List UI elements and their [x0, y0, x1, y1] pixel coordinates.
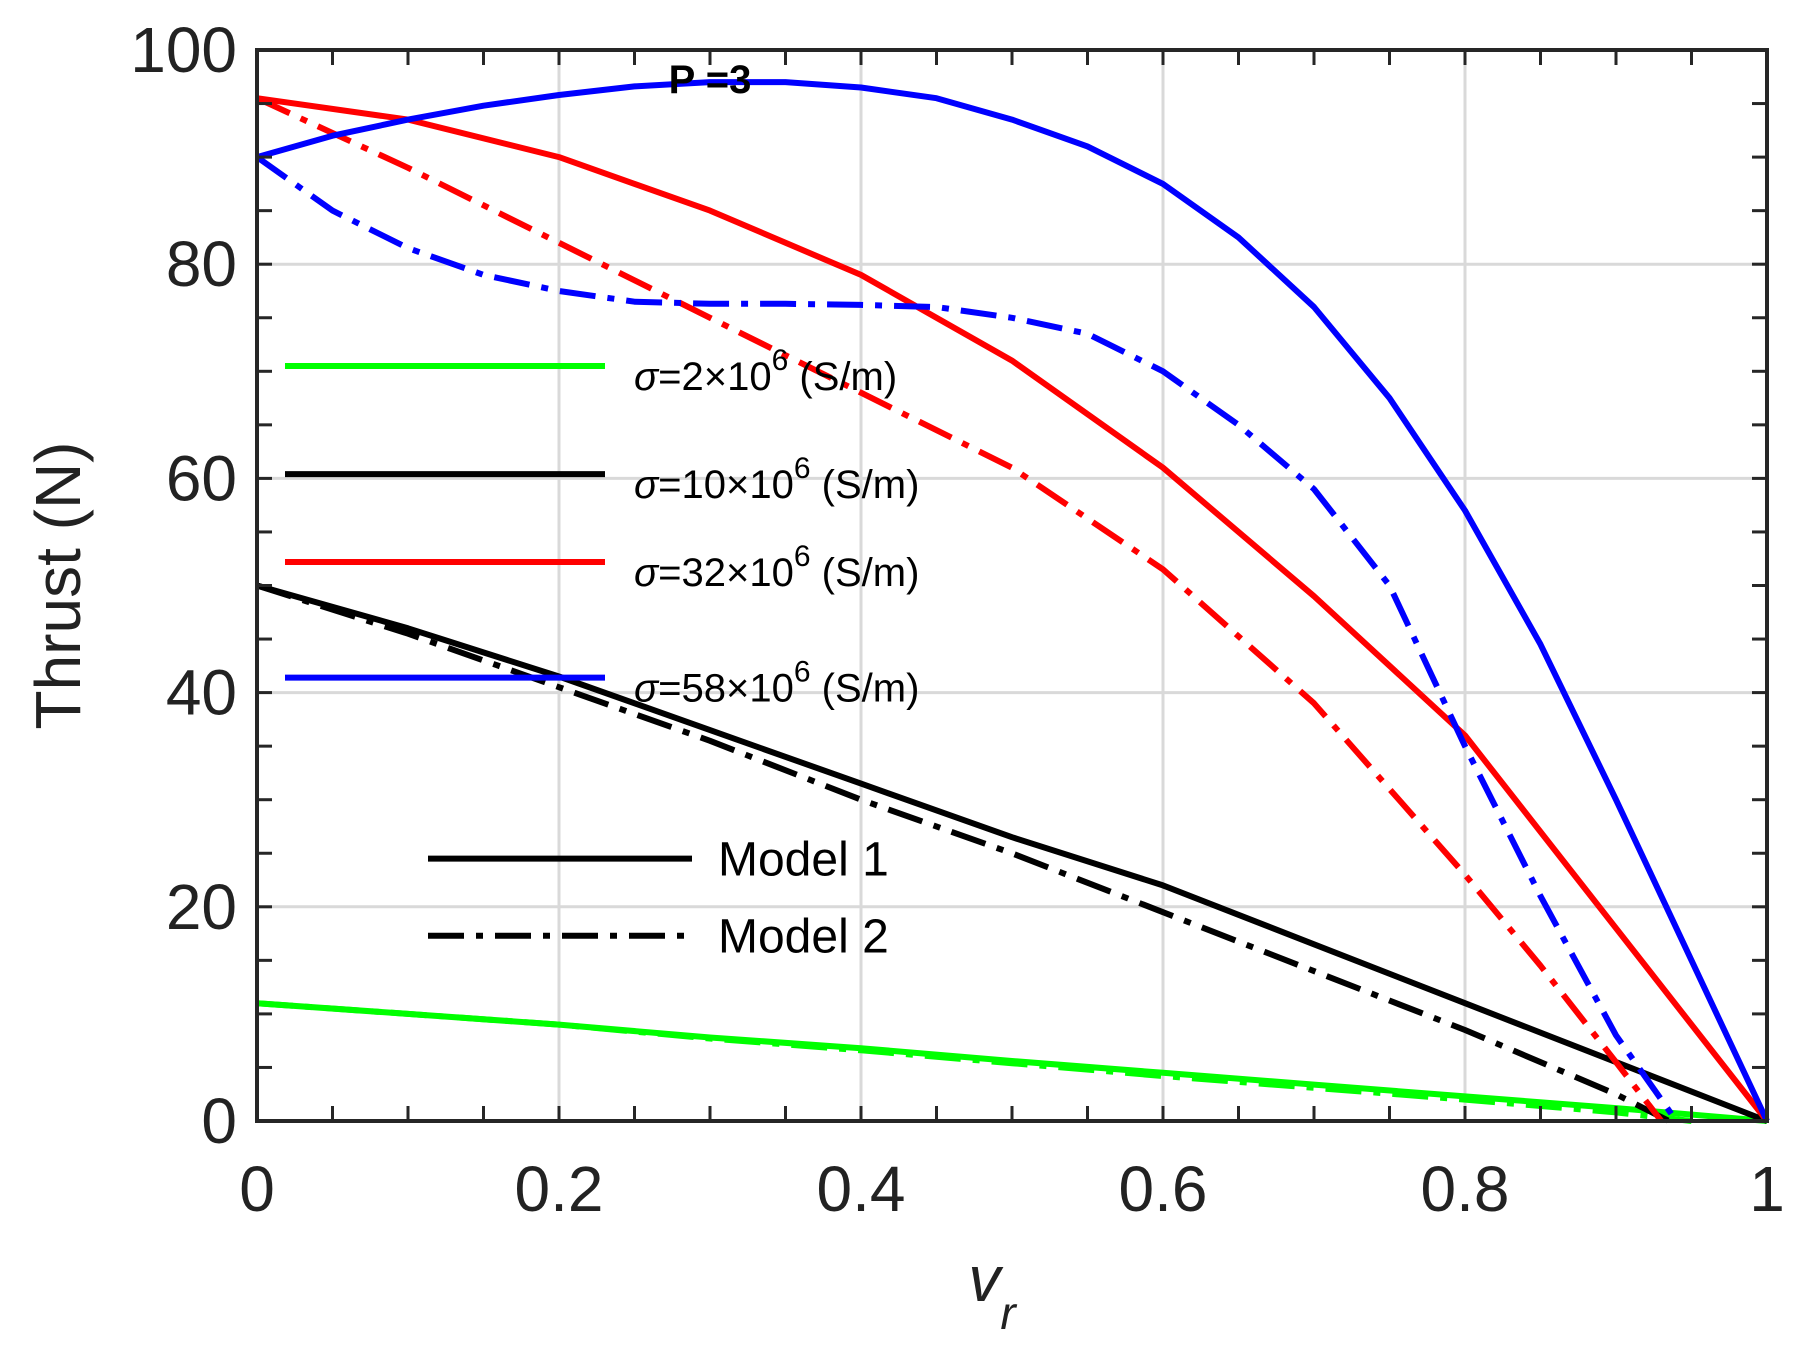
series-layer [255, 79, 1770, 1124]
legend: σ=2×106 (S/m) σ=10×106 (S/m) σ=32×106 (S/m… [285, 344, 919, 964]
x-tick-label: 0.2 [515, 1153, 604, 1225]
series-line-32-10-6-model-2 [255, 95, 1664, 1123]
legend-label: σ=10×106 (S/m) [634, 452, 919, 507]
model-legend-label: Model 1 [718, 834, 889, 887]
y-tick-label: 60 [166, 442, 237, 514]
y-tick-label: 20 [166, 871, 237, 943]
x-tick-label: 0 [239, 1153, 275, 1225]
plot-frame [255, 48, 1769, 1123]
y-tick-label: 40 [166, 657, 237, 729]
series-line-2-10-6-model-2 [256, 1000, 1692, 1124]
y-tick-label: 0 [201, 1085, 237, 1157]
series-line-58-10-6-model-2 [255, 154, 1679, 1123]
legend-label: σ=58×106 (S/m) [634, 656, 919, 711]
y-axis-label: Thrust (N) [22, 442, 94, 730]
annotation-label: P =3 [669, 58, 752, 102]
series-line-10-10-6-model-1 [256, 582, 1769, 1124]
grid-layer [255, 48, 1769, 1123]
series-line-58-10-6-model-1 [256, 79, 1770, 1123]
legend-label: σ=32×106 (S/m) [634, 540, 919, 595]
x-tick-label: 0.6 [1119, 1153, 1208, 1225]
legend-label: σ=2×106 (S/m) [634, 344, 897, 399]
x-axis-label: vr [968, 1243, 1017, 1339]
x-tick-label: 1 [1749, 1153, 1785, 1225]
x-tick-label: 0.4 [817, 1153, 906, 1225]
axis-layer [255, 48, 1769, 1123]
series-line-10-10-6-model-2 [256, 582, 1671, 1124]
y-tick-label: 80 [166, 228, 237, 300]
series-line-32-10-6-model-1 [256, 95, 1770, 1123]
y-tick-label: 100 [130, 14, 237, 86]
model-legend-label: Model 2 [718, 911, 889, 964]
x-tick-label: 0.8 [1421, 1153, 1510, 1225]
label-layer: 0 0.2 0.4 0.6 0.8 1 0 20 40 60 80 100 vr Thrust (N) P … [22, 14, 1785, 1339]
